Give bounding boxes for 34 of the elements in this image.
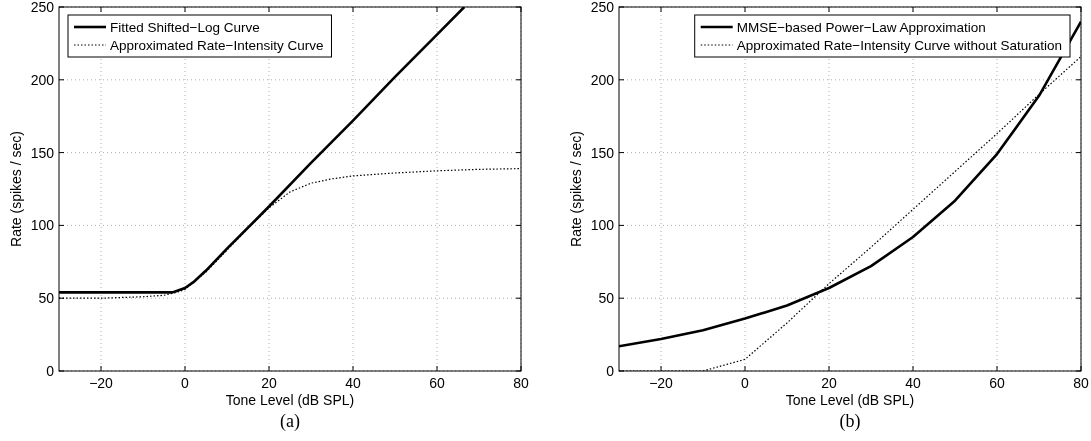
y-tick-label: 150 xyxy=(590,144,615,161)
x-tick-label: 80 xyxy=(513,375,529,391)
y-axis-title: Rate (spikes / sec) xyxy=(8,131,24,247)
x-tick-label: 60 xyxy=(429,375,445,391)
legend-label: Approximated Rate−Intensity Curve xyxy=(110,38,324,53)
y-tick-label: 150 xyxy=(30,144,55,161)
y-tick-label: 50 xyxy=(38,290,55,307)
y-tick-label: 50 xyxy=(598,290,615,307)
y-tick-label: 200 xyxy=(30,71,55,88)
y-tick-label: 200 xyxy=(590,71,615,88)
text: (a) xyxy=(280,411,300,432)
y-tick-label: 100 xyxy=(590,217,615,234)
x-tick-label: 20 xyxy=(261,375,277,391)
y-axis-title: Rate (spikes / sec) xyxy=(568,131,584,247)
x-tick-label: −20 xyxy=(89,375,114,391)
legend-label: Approximated Rate−Intensity Curve without Saturation xyxy=(736,38,1063,53)
x-tick-label: 20 xyxy=(821,375,837,391)
legend-label: MMSE−based Power−Law Approximation xyxy=(736,20,986,35)
x-tick-label: 40 xyxy=(905,375,921,391)
legend-label: Fitted Shifted−Log Curve xyxy=(110,20,260,35)
text: (b) xyxy=(839,411,861,432)
x-tick-label: 40 xyxy=(345,375,361,391)
x-tick-label: 60 xyxy=(989,375,1005,391)
y-tick-label: 250 xyxy=(590,0,615,15)
x-axis-title: Tone Level (dB SPL) xyxy=(785,392,915,408)
y-tick-label: 250 xyxy=(30,0,55,15)
x-tick-label: −20 xyxy=(649,375,674,391)
x-axis-title: Tone Level (dB SPL) xyxy=(225,392,355,408)
x-tick-label: 0 xyxy=(181,375,190,391)
y-tick-label: 100 xyxy=(30,217,55,234)
x-tick-label: 80 xyxy=(1073,375,1089,391)
y-tick-label: 0 xyxy=(46,363,55,379)
y-tick-label: 0 xyxy=(606,363,615,379)
x-tick-label: 0 xyxy=(741,375,750,391)
